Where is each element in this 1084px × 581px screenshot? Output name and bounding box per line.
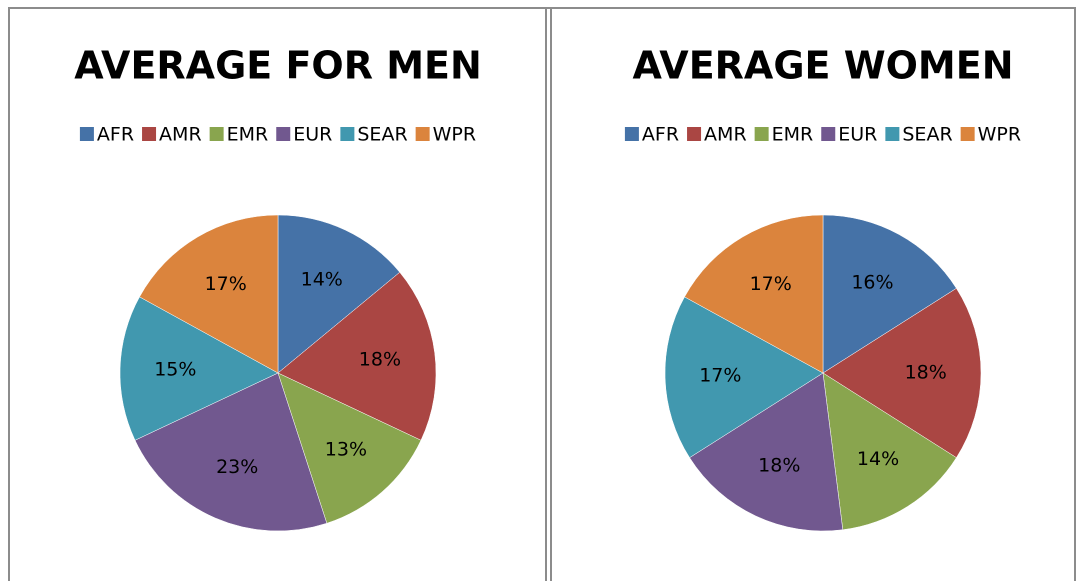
pie-slice	[822, 372, 957, 531]
data-label: 17%	[750, 273, 792, 295]
legend-label: EUR	[293, 124, 332, 146]
data-label: 18%	[359, 349, 401, 371]
chart-title: AVERAGE FOR MEN	[74, 44, 482, 88]
data-label: 14%	[857, 448, 899, 470]
legend-swatch	[340, 127, 355, 141]
legend: AFR AMR EMR EUR SEAR WPR	[79, 124, 476, 146]
legend-label: EMR	[227, 124, 269, 146]
data-label: 16%	[851, 272, 893, 294]
legend-swatch	[821, 127, 836, 141]
legend-swatch	[960, 127, 975, 141]
legend-label: SEAR	[902, 124, 952, 146]
pie-slice	[664, 296, 824, 459]
data-label: 18%	[905, 362, 947, 384]
pie-slice	[689, 372, 844, 532]
pie-slice	[134, 372, 328, 532]
legend-swatch	[79, 127, 94, 141]
data-label: 18%	[758, 454, 800, 476]
frame	[8, 7, 1076, 581]
pie-slice	[277, 271, 437, 441]
pie-slice	[277, 372, 422, 524]
legend-label: EMR	[772, 124, 814, 146]
legend: AFR AMR EMR EUR SEAR WPR	[624, 124, 1021, 146]
legend-label: EUR	[838, 124, 877, 146]
pie-chart: AVERAGE FOR MEN AFR AMR EMR EUR SEAR WPR 14% 18%…	[74, 44, 482, 532]
legend-label: SEAR	[357, 124, 407, 146]
legend-label: WPR	[978, 124, 1021, 146]
legend-swatch	[885, 127, 900, 141]
pie-slice	[822, 287, 982, 459]
pie-slice	[822, 214, 957, 374]
legend-label: WPR	[433, 124, 476, 146]
pie-chart: AVERAGE WOMEN AFR AMR EMR EUR SEAR WPR 16% 18% 14…	[624, 44, 1021, 532]
legend-label: AMR	[159, 124, 202, 146]
data-label: 14%	[301, 269, 343, 291]
legend-swatch	[142, 127, 157, 141]
legend-swatch	[276, 127, 291, 141]
data-label: 17%	[205, 273, 247, 295]
pie-slice	[277, 214, 401, 374]
chart-title: AVERAGE WOMEN	[632, 44, 1013, 88]
pie-slice	[119, 296, 279, 441]
pie-slice	[684, 214, 824, 374]
legend-label: AFR	[642, 124, 679, 146]
pie-slice	[139, 214, 279, 374]
data-label: 15%	[154, 358, 196, 380]
legend-label: AMR	[704, 124, 747, 146]
legend-swatch	[687, 127, 702, 141]
data-label: 17%	[699, 365, 741, 387]
data-label: 13%	[325, 439, 367, 461]
data-label: 23%	[216, 456, 258, 478]
legend-label: AFR	[97, 124, 134, 146]
legend-swatch	[209, 127, 224, 141]
legend-swatch	[415, 127, 430, 141]
legend-swatch	[754, 127, 769, 141]
legend-swatch	[624, 127, 639, 141]
